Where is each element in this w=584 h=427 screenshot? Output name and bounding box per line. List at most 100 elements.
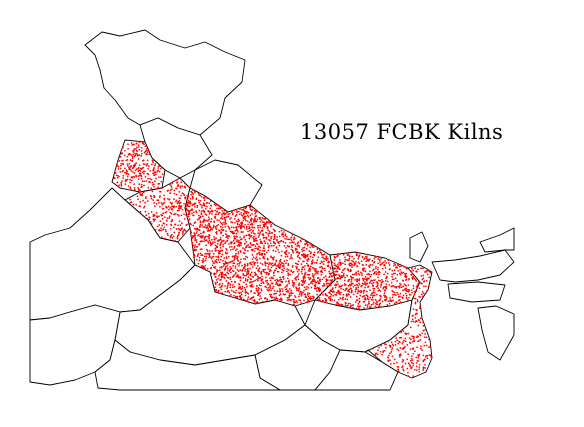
kiln-point — [346, 268, 349, 270]
kiln-point — [168, 217, 171, 219]
kiln-point — [176, 181, 179, 184]
kiln-point — [288, 245, 291, 248]
kiln-point — [356, 292, 359, 295]
kiln-point — [295, 248, 298, 250]
kiln-point — [411, 318, 414, 321]
kiln-point — [243, 211, 246, 214]
kiln-point — [264, 296, 267, 299]
kiln-point — [264, 271, 266, 274]
kiln-point — [146, 218, 149, 220]
kiln-point — [247, 276, 250, 278]
kiln-point — [397, 366, 400, 368]
kiln-point — [290, 292, 293, 295]
kiln-point — [411, 359, 414, 361]
kiln-point — [348, 291, 351, 293]
kiln-point — [375, 293, 378, 296]
kiln-point — [243, 281, 245, 284]
kiln-point — [294, 277, 296, 280]
kiln-point — [379, 290, 382, 293]
kiln-point — [189, 222, 192, 225]
kiln-point — [209, 211, 212, 214]
kiln-point — [386, 275, 388, 278]
kiln-point — [192, 244, 195, 247]
kiln-point — [214, 217, 217, 220]
kiln-point — [254, 274, 256, 277]
kiln-point — [286, 255, 289, 258]
kiln-point — [233, 291, 235, 294]
kiln-point — [234, 267, 237, 270]
kiln-point — [208, 229, 211, 232]
kiln-point — [302, 277, 305, 280]
kiln-point — [340, 287, 342, 290]
kiln-point — [288, 252, 290, 254]
kiln-point — [274, 238, 276, 240]
kiln-point — [275, 283, 277, 285]
kiln-point — [429, 354, 432, 357]
kiln-point — [309, 298, 312, 300]
kiln-point — [418, 340, 420, 342]
kiln-point — [198, 259, 201, 262]
kiln-point — [259, 246, 262, 249]
kiln-point — [330, 281, 333, 283]
kiln-point — [291, 234, 294, 236]
kiln-point — [247, 230, 249, 233]
kiln-point — [370, 298, 373, 301]
kiln-point — [405, 294, 408, 297]
kiln-point — [334, 270, 337, 273]
kiln-point — [224, 268, 227, 271]
kiln-point — [287, 289, 289, 292]
kiln-point — [221, 282, 224, 285]
kiln-point — [231, 231, 234, 234]
kiln-point — [364, 286, 366, 289]
kiln-point — [205, 255, 208, 258]
kiln-point — [143, 205, 146, 208]
kiln-point — [313, 278, 315, 281]
kiln-point — [412, 285, 415, 287]
kiln-point — [236, 226, 238, 228]
kiln-point — [377, 258, 380, 260]
kiln-point — [191, 212, 193, 215]
kiln-point — [212, 241, 214, 243]
kiln-point — [332, 274, 335, 277]
kiln-point — [141, 167, 144, 170]
kiln-point — [257, 232, 260, 234]
kiln-point — [353, 264, 355, 267]
kiln-point — [139, 201, 142, 203]
kiln-point — [328, 291, 331, 294]
kiln-point — [189, 209, 192, 212]
kiln-point — [361, 272, 363, 275]
kiln-point — [416, 299, 419, 301]
kiln-point — [272, 285, 275, 288]
kiln-point — [379, 302, 382, 305]
kiln-point — [319, 262, 322, 265]
kiln-point — [382, 351, 384, 353]
kiln-point — [283, 231, 285, 233]
kiln-point — [302, 260, 304, 263]
kiln-point — [198, 243, 200, 246]
kiln-point — [237, 250, 240, 253]
state-west-bengal — [364, 264, 433, 379]
kiln-point — [285, 247, 287, 249]
kiln-point — [376, 353, 379, 356]
kiln-point — [229, 286, 232, 289]
kiln-point — [206, 197, 209, 200]
kiln-point — [171, 237, 174, 239]
kiln-point — [351, 282, 354, 285]
kiln-point — [311, 279, 314, 281]
kiln-point — [226, 276, 229, 279]
kiln-point — [220, 240, 223, 242]
kiln-point — [219, 292, 222, 295]
kiln-point — [245, 283, 248, 286]
kiln-point — [131, 167, 134, 170]
kiln-point — [135, 147, 137, 150]
kiln-point — [298, 256, 301, 259]
kiln-point — [296, 244, 299, 247]
kiln-point — [213, 238, 216, 240]
kiln-point — [276, 298, 279, 300]
kiln-point — [154, 228, 157, 231]
kiln-point — [253, 221, 255, 223]
kiln-point — [218, 261, 221, 264]
kiln-point — [209, 200, 212, 203]
kiln-point — [124, 167, 126, 170]
kiln-point — [293, 301, 295, 304]
